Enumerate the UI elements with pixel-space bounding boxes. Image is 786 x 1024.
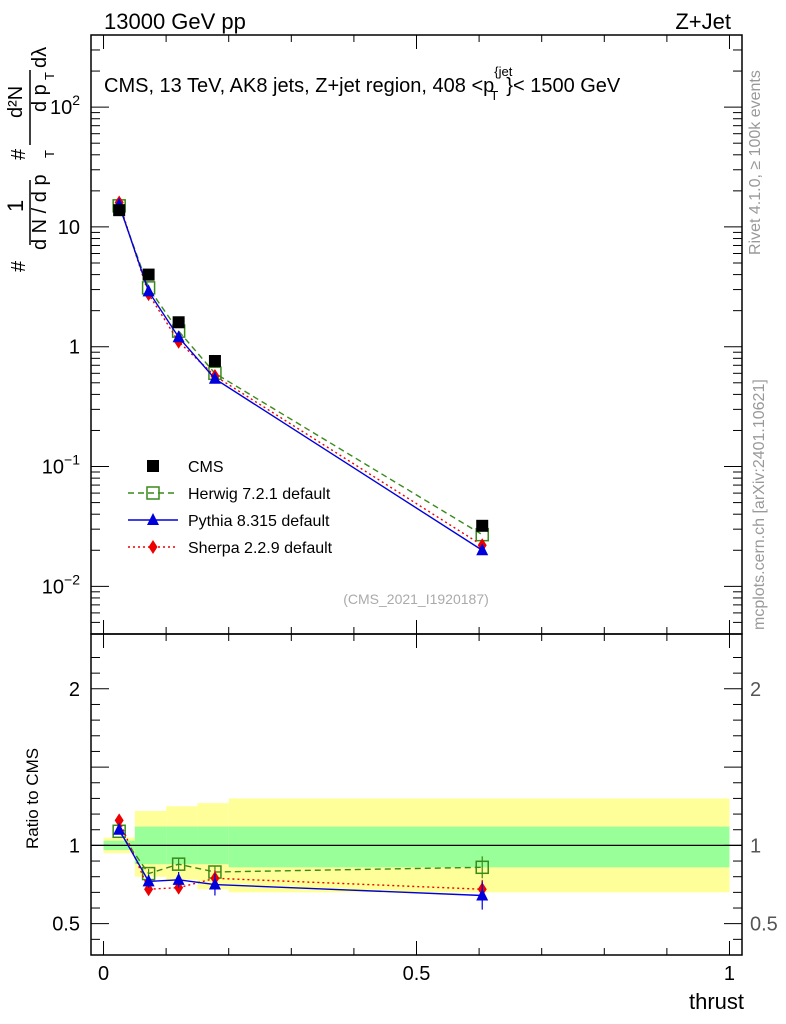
y-tick-exp: 2 <box>72 92 80 108</box>
pythia-point <box>172 330 185 343</box>
cms-point <box>113 204 126 217</box>
x-tick-label: 1 <box>724 963 735 985</box>
chart-title-sup: {jet <box>494 64 512 79</box>
header-energy: 13000 GeV pp <box>104 9 246 34</box>
ratio-y-tick-label: 2 <box>69 679 80 701</box>
x-tick-label: 0.5 <box>403 963 431 985</box>
legend-label-pythia: Pythia 8.315 default <box>188 513 330 530</box>
top-panel-series <box>112 195 489 556</box>
chart-title-sub: T <box>490 88 498 103</box>
y-tick-exp: −2 <box>64 571 80 587</box>
y-tick-base: 10 <box>50 97 72 119</box>
ylabel-dlambda: dλ <box>29 47 51 68</box>
y-tick-label: 10−2 <box>42 571 80 598</box>
cms-point <box>142 268 155 281</box>
sherpa-ratio-point <box>114 813 124 828</box>
y-tick-base: 10 <box>42 457 64 479</box>
herwig-ratio-point <box>475 860 489 875</box>
legend-label-cms: CMS <box>188 459 224 476</box>
y-tick-base: 10 <box>42 576 64 598</box>
pythia-point <box>208 371 221 384</box>
pythia-ratio-point <box>113 822 126 835</box>
y-tick-label: 10−1 <box>42 452 80 479</box>
band-inner-4 <box>228 826 730 868</box>
ratio-panel-frame <box>90 633 743 956</box>
cms-point <box>208 355 221 368</box>
ylabel-dp: d p <box>29 84 51 112</box>
mcplots-label: mcplots.cern.ch [arXiv:2401.10621] <box>751 379 768 630</box>
ylabel-d2n: d²N <box>5 86 27 118</box>
ratio-y-tick-label: 1 <box>69 835 80 857</box>
y-tick-base: 10 <box>58 217 80 239</box>
ylabel-dn-dp: d N / d p <box>29 174 51 250</box>
cms-point <box>476 519 489 532</box>
ylabel-t-sub-1: T <box>42 150 57 158</box>
ylabel-one: 1 <box>3 200 28 212</box>
legend-marker-herwig <box>146 486 160 500</box>
pythia-ratio-point <box>142 874 155 887</box>
legend-label-sherpa: Sherpa 2.2.9 default <box>188 540 333 557</box>
ratio-ylabel: Ratio to CMS <box>23 748 42 849</box>
pythia-ratio-point <box>208 877 221 890</box>
legend-marker-pythia <box>147 513 159 525</box>
pythia-point <box>476 543 489 556</box>
top-ylabel: # 1 d N / d p T # d²N d p T dλ <box>3 47 57 272</box>
pythia-ratio-point <box>172 872 185 885</box>
y-tick-base: 1 <box>69 337 80 359</box>
pythia-ratio-point <box>476 888 489 901</box>
chart-title: CMS, 13 TeV, AK8 jets, Z+jet region, 408… <box>104 64 621 103</box>
ratio-y-tick-label-right: 1 <box>750 835 761 857</box>
legend-marker-cms <box>147 460 159 472</box>
ratio-panel-series <box>112 813 489 910</box>
y-tick-exp: −1 <box>64 452 80 468</box>
ylabel-t-sub-2: T <box>42 72 57 80</box>
x-tick-label: 0 <box>98 963 109 985</box>
rivet-label: Rivet 4.1.0, ≥ 100k events <box>747 70 764 255</box>
ratio-y-tick-label-right: 0.5 <box>750 914 778 936</box>
chart-title-tail: }< 1500 GeV <box>506 75 621 97</box>
legend: CMS Herwig 7.2.1 default Pythia 8.315 defa… <box>128 459 333 557</box>
ylabel-hash-1: # <box>8 260 30 272</box>
analysis-watermark: (CMS_2021_I1920187) <box>343 591 489 607</box>
pythia-point <box>142 284 155 297</box>
cms-point <box>172 316 185 329</box>
header-process: Z+Jet <box>675 9 731 34</box>
ylabel-hash-2: # <box>8 148 30 160</box>
ratio-y-tick-label: 0.5 <box>52 914 80 936</box>
legend-label-herwig: Herwig 7.2.1 default <box>188 486 331 503</box>
legend-marker-sherpa <box>148 540 158 554</box>
y-tick-label: 10 <box>58 217 80 239</box>
y-tick-label: 1 <box>69 337 80 359</box>
ratio-y-tick-label-right: 2 <box>750 679 761 701</box>
x-axis-label: thrust <box>689 989 744 1014</box>
chart-title-main: CMS, 13 TeV, AK8 jets, Z+jet region, 408… <box>104 75 494 97</box>
y-tick-label: 102 <box>50 92 80 119</box>
herwig-ratio-point <box>171 857 186 871</box>
